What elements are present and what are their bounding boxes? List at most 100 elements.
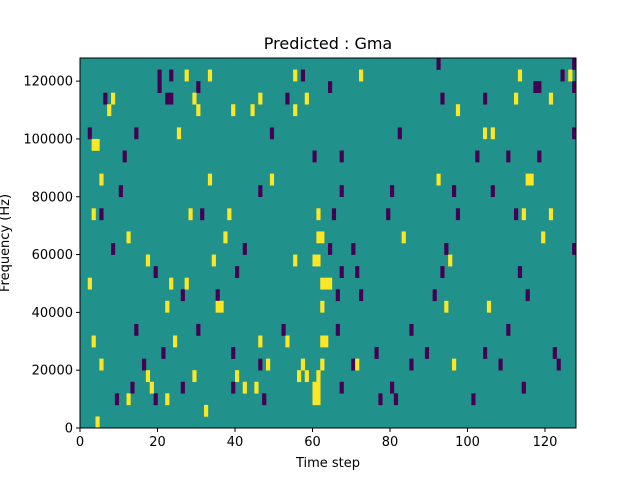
high-value-cell-34 — [486, 300, 492, 313]
low-value-cell-68 — [269, 127, 275, 140]
y-tick-label-4: 80000 — [32, 190, 73, 205]
low-value-cell-33 — [359, 289, 364, 302]
high-value-cell-71 — [196, 104, 201, 117]
low-value-cell-5 — [471, 393, 476, 406]
low-value-cell-60 — [122, 150, 127, 163]
low-value-cell-52 — [455, 208, 461, 221]
low-value-cell-59 — [490, 185, 495, 198]
low-value-cell-57 — [390, 185, 395, 198]
high-value-cell-14 — [297, 370, 302, 383]
high-value-cell-66 — [95, 138, 100, 151]
y-axis: 0 20000 40000 60000 80000 100000 120000 — [23, 75, 80, 437]
high-value-cell-55 — [227, 208, 232, 221]
low-value-cell-21 — [424, 347, 430, 359]
y-tick-label-1: 20000 — [32, 364, 73, 379]
high-value-cell-61 — [269, 173, 275, 186]
high-value-cell-78 — [258, 92, 263, 105]
high-value-cell-81 — [548, 92, 554, 105]
high-value-cell-22 — [452, 358, 457, 371]
low-value-cell-20 — [374, 347, 379, 359]
high-value-cell-6 — [149, 381, 154, 394]
high-value-cell-0 — [95, 416, 100, 429]
low-value-cell-34 — [432, 289, 437, 302]
high-value-cell-3 — [165, 393, 170, 406]
high-value-cell-67 — [176, 127, 182, 140]
x-tick-label-2: 40 — [227, 435, 244, 450]
high-value-cell-44 — [312, 254, 317, 267]
low-value-cell-2 — [262, 393, 267, 406]
high-value-cell-26 — [285, 335, 290, 348]
low-value-cell-76 — [440, 92, 445, 105]
low-value-cell-47 — [572, 243, 577, 255]
high-value-cell-64 — [529, 173, 534, 186]
high-value-cell-15 — [304, 370, 309, 383]
high-value-cell-58 — [548, 208, 554, 221]
low-value-cell-55 — [258, 185, 263, 198]
high-value-cell-59 — [99, 173, 104, 186]
high-value-cell-7 — [242, 381, 247, 394]
low-value-cell-38 — [339, 266, 344, 278]
low-value-cell-81 — [533, 81, 538, 93]
low-value-cell-66 — [87, 127, 92, 140]
high-value-cell-57 — [521, 208, 526, 221]
low-value-cell-80 — [328, 81, 333, 93]
high-value-cell-69 — [490, 127, 495, 140]
high-value-cell-75 — [455, 104, 461, 117]
high-value-cell-60 — [207, 173, 213, 186]
low-value-cell-88 — [560, 69, 565, 82]
high-value-cell-62 — [436, 173, 441, 186]
low-value-cell-11 — [521, 381, 526, 394]
low-value-cell-45 — [351, 243, 356, 255]
low-value-cell-46 — [444, 243, 449, 255]
high-value-cell-19 — [300, 358, 306, 371]
low-value-cell-71 — [572, 127, 577, 140]
high-value-cell-47 — [126, 231, 131, 244]
low-value-cell-30 — [180, 289, 185, 302]
high-value-cell-42 — [211, 254, 216, 267]
low-value-cell-65 — [537, 150, 542, 163]
plot-frame — [79, 57, 577, 429]
high-value-cell-43 — [293, 254, 298, 267]
low-value-cell-89 — [572, 58, 577, 70]
high-value-cell-8 — [254, 381, 259, 394]
high-value-cell-65 — [91, 138, 96, 151]
low-value-cell-8 — [231, 381, 236, 394]
low-value-cell-77 — [483, 92, 488, 105]
high-value-cell-45 — [316, 254, 321, 267]
low-value-cell-48 — [99, 208, 104, 221]
x-tick-label-5: 100 — [455, 435, 480, 450]
high-value-cell-53 — [91, 208, 96, 221]
low-value-cell-61 — [312, 150, 317, 163]
low-value-cell-19 — [231, 347, 236, 359]
low-value-cell-16 — [498, 358, 503, 371]
low-value-cell-67 — [134, 127, 139, 140]
low-value-cell-72 — [103, 92, 108, 105]
low-value-cell-50 — [331, 208, 337, 221]
low-value-cell-39 — [355, 266, 360, 278]
high-value-cell-30 — [215, 300, 220, 313]
high-value-cell-29 — [165, 300, 170, 313]
low-value-cell-18 — [161, 347, 166, 359]
high-value-cell-87 — [568, 69, 573, 82]
low-value-cell-44 — [328, 243, 333, 255]
low-value-cell-54 — [118, 185, 123, 198]
low-value-cell-75 — [285, 92, 290, 105]
low-value-cell-24 — [134, 323, 139, 336]
high-value-cell-13 — [235, 370, 240, 383]
high-value-cell-73 — [250, 104, 255, 117]
low-value-cell-37 — [235, 266, 240, 278]
low-value-cell-36 — [153, 266, 158, 278]
high-value-cell-10 — [316, 381, 321, 394]
high-value-cell-40 — [328, 277, 333, 290]
high-value-cell-79 — [304, 92, 309, 105]
high-value-cell-38 — [320, 277, 325, 290]
low-value-cell-79 — [196, 81, 201, 93]
high-value-cell-54 — [188, 208, 193, 221]
high-value-cell-56 — [316, 208, 321, 221]
y-tick-label-5: 100000 — [23, 132, 73, 147]
high-value-cell-9 — [312, 381, 317, 394]
high-value-cell-77 — [192, 92, 197, 105]
low-value-cell-15 — [409, 358, 414, 371]
high-value-cell-84 — [293, 69, 298, 82]
high-value-cell-5 — [316, 393, 321, 406]
